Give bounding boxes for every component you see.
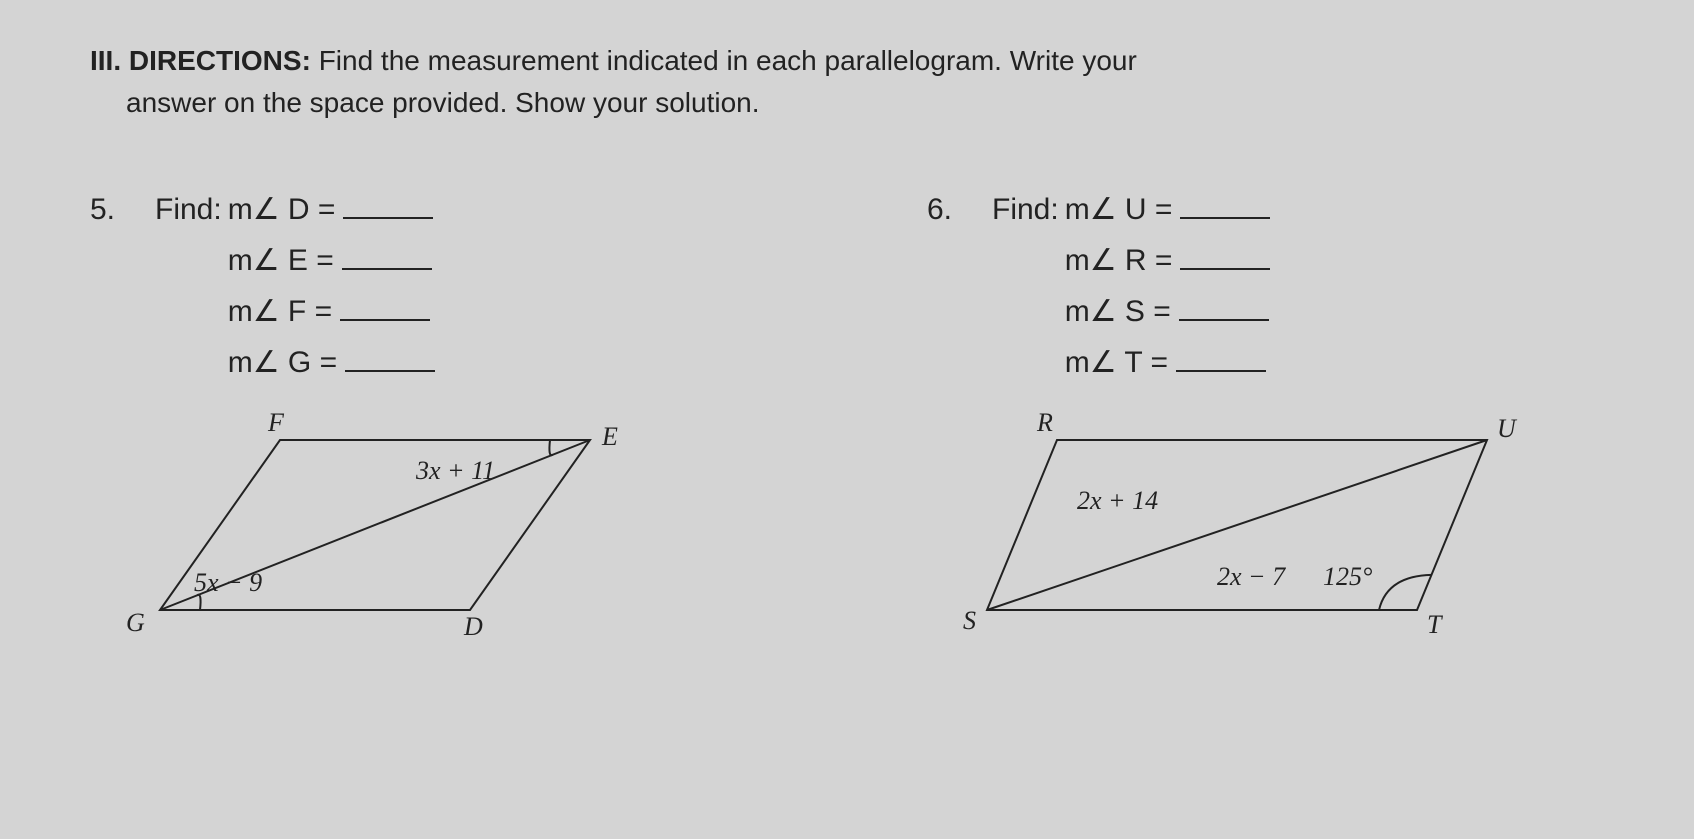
vertex-u: U <box>1497 414 1516 444</box>
problem-number-5: 5. <box>90 193 155 227</box>
blank-f <box>340 286 430 321</box>
blank-u <box>1180 184 1270 219</box>
find-label-5: Find: <box>155 193 222 227</box>
find-label-6: Find: <box>992 193 1059 227</box>
problems-container: 5. Find: m∠ D = Find: m∠ E = Find: m∠ F … <box>90 184 1604 670</box>
find-block-5: 5. Find: m∠ D = Find: m∠ E = Find: m∠ F … <box>90 184 767 380</box>
diagram-6: R U S T 2x + 14 2x − 7 125° <box>927 410 1604 670</box>
expr-2x-14: 2x + 14 <box>1077 486 1158 516</box>
blank-d <box>343 184 433 219</box>
expr-3x-11: 3x + 11 <box>416 456 495 486</box>
angle-f-label: m∠ F = <box>228 294 332 329</box>
expr-2x-7: 2x − 7 <box>1217 562 1285 592</box>
vertex-g: G <box>126 608 145 638</box>
directions-block: III. DIRECTIONS: Find the measurement in… <box>90 40 1604 124</box>
vertex-r: R <box>1037 408 1053 438</box>
problem-6: 6. Find: m∠ U = Find: m∠ R = Find: m∠ S … <box>927 184 1604 670</box>
blank-r <box>1180 235 1270 270</box>
problem-5: 5. Find: m∠ D = Find: m∠ E = Find: m∠ F … <box>90 184 767 670</box>
blank-e <box>342 235 432 270</box>
parallelogram-6-svg <box>927 410 1547 650</box>
vertex-f: F <box>268 408 284 438</box>
expr-5x-9: 5x − 9 <box>194 568 262 598</box>
angle-g-label: m∠ G = <box>228 345 337 380</box>
angle-r-label: m∠ R = <box>1065 243 1173 278</box>
directions-line2: answer on the space provided. Show your … <box>90 82 1604 124</box>
vertex-d: D <box>464 612 483 642</box>
vertex-t: T <box>1427 610 1441 640</box>
find-block-6: 6. Find: m∠ U = Find: m∠ R = Find: m∠ S … <box>927 184 1604 380</box>
angle-u-label: m∠ U = <box>1065 192 1173 227</box>
blank-t <box>1176 337 1266 372</box>
angle-s-label: m∠ S = <box>1065 294 1171 329</box>
roman-numeral: III. <box>90 45 121 76</box>
diagram-5: F E G D 3x + 11 5x − 9 <box>90 410 767 670</box>
angle-e-label: m∠ E = <box>228 243 334 278</box>
directions-text1: Find the measurement indicated in each p… <box>319 45 1137 76</box>
angle-t-label: m∠ T = <box>1065 345 1168 380</box>
blank-g <box>345 337 435 372</box>
vertex-e: E <box>602 422 618 452</box>
problem-number-6: 6. <box>927 193 992 227</box>
blank-s <box>1179 286 1269 321</box>
parallelogram-5-svg <box>90 410 650 650</box>
angle-125: 125° <box>1323 562 1372 592</box>
directions-line1: III. DIRECTIONS: Find the measurement in… <box>90 40 1604 82</box>
directions-label: DIRECTIONS: <box>129 45 311 76</box>
vertex-s: S <box>963 606 976 636</box>
angle-d-label: m∠ D = <box>228 192 336 227</box>
